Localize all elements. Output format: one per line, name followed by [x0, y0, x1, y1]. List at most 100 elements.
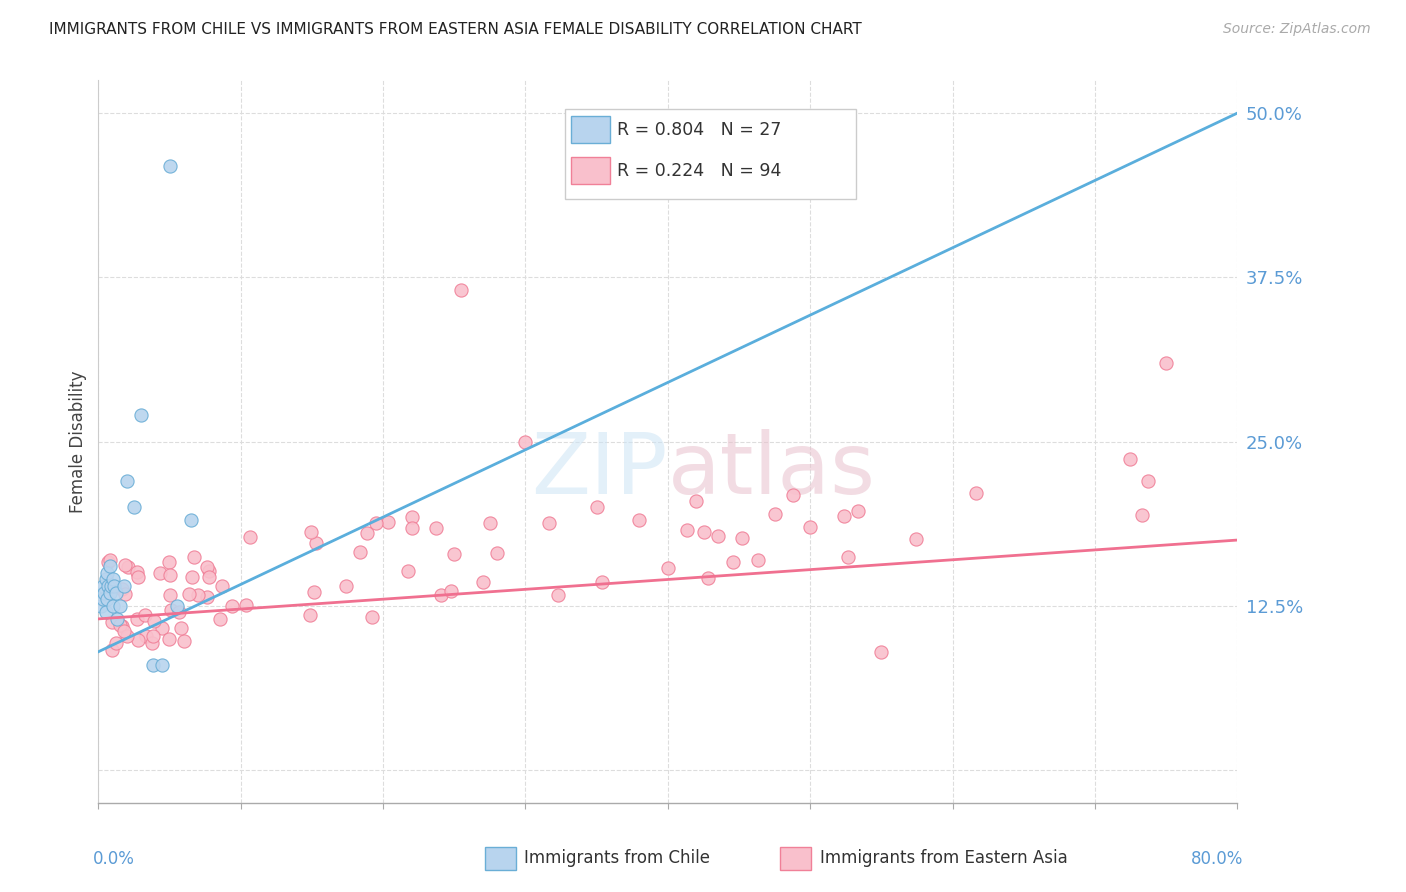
Point [187, 588, 209, 602]
Point [104, 585, 127, 599]
Text: ZIP: ZIP [531, 429, 668, 512]
Point [349, 545, 371, 559]
Point [97, 579, 120, 593]
Point [152, 657, 174, 672]
Point [675, 523, 697, 537]
Point [360, 610, 382, 624]
Text: IMMIGRANTS FROM CHILE VS IMMIGRANTS FROM EASTERN ASIA FEMALE DISABILITY CORRELAT: IMMIGRANTS FROM CHILE VS IMMIGRANTS FROM… [49, 22, 862, 37]
Point [101, 643, 124, 657]
Point [335, 579, 357, 593]
Point [166, 599, 188, 613]
Point [129, 409, 152, 423]
Point [170, 621, 193, 635]
Point [112, 624, 135, 639]
Point [685, 493, 707, 508]
Point [591, 574, 613, 589]
Point [159, 555, 181, 569]
Point [93, 585, 115, 599]
Point [141, 636, 163, 650]
Point [585, 500, 607, 515]
Point [97, 555, 120, 569]
Point [111, 619, 134, 633]
Point [782, 488, 804, 502]
Point [98, 559, 121, 574]
Point [195, 560, 218, 574]
Point [538, 516, 561, 530]
Point [731, 531, 754, 545]
Point [101, 599, 124, 613]
Point [100, 615, 122, 629]
Point [628, 513, 651, 527]
Point [211, 579, 233, 593]
Point [167, 605, 190, 619]
Point [747, 553, 769, 567]
Point [965, 486, 987, 500]
Point [197, 570, 219, 584]
Point [103, 579, 125, 593]
Text: Immigrants from Eastern Asia: Immigrants from Eastern Asia [820, 849, 1067, 867]
Point [141, 629, 163, 643]
Point [396, 565, 419, 579]
Point [125, 611, 148, 625]
Point [298, 607, 321, 622]
Point [112, 579, 135, 593]
Point [104, 636, 127, 650]
Point [515, 434, 537, 449]
Point [159, 159, 181, 173]
Point [135, 630, 157, 644]
Point [195, 590, 218, 604]
Point [837, 549, 859, 564]
Text: atlas: atlas [668, 429, 876, 512]
Point [235, 598, 257, 612]
Point [356, 526, 378, 541]
Point [707, 529, 730, 543]
Point [721, 555, 744, 569]
Point [763, 507, 786, 521]
Point [111, 582, 134, 596]
Point [105, 612, 128, 626]
Point [143, 614, 166, 628]
Text: R = 0.224   N = 94: R = 0.224 N = 94 [617, 161, 780, 179]
Point [209, 612, 232, 626]
Text: Immigrants from Chile: Immigrants from Chile [524, 849, 710, 867]
Point [799, 520, 821, 534]
Point [159, 588, 181, 602]
Point [547, 588, 569, 602]
Point [180, 513, 202, 527]
Point [198, 564, 221, 578]
Point [114, 558, 136, 572]
Point [693, 525, 716, 540]
Point [299, 525, 322, 540]
Y-axis label: Female Disability: Female Disability [69, 370, 87, 513]
Point [149, 566, 172, 580]
Point [425, 521, 447, 535]
Point [90, 599, 112, 613]
Point [401, 509, 423, 524]
Point [122, 500, 145, 515]
Point [471, 574, 494, 589]
Point [1130, 508, 1153, 522]
Point [98, 585, 121, 599]
Point [904, 532, 927, 546]
Point [430, 588, 453, 602]
Point [150, 621, 173, 635]
Point [115, 474, 138, 488]
Point [485, 546, 508, 560]
Point [94, 573, 117, 587]
Point [134, 607, 156, 622]
Point [1137, 474, 1160, 488]
Point [96, 592, 118, 607]
Point [846, 504, 869, 518]
Point [180, 569, 202, 583]
Text: 80.0%: 80.0% [1191, 850, 1243, 868]
Point [657, 560, 679, 574]
Point [239, 530, 262, 544]
Point [94, 605, 117, 619]
Point [115, 629, 138, 643]
Point [160, 603, 183, 617]
Point [108, 599, 131, 613]
Point [697, 571, 720, 585]
Point [377, 516, 399, 530]
Point [117, 560, 139, 574]
Point [302, 585, 325, 599]
